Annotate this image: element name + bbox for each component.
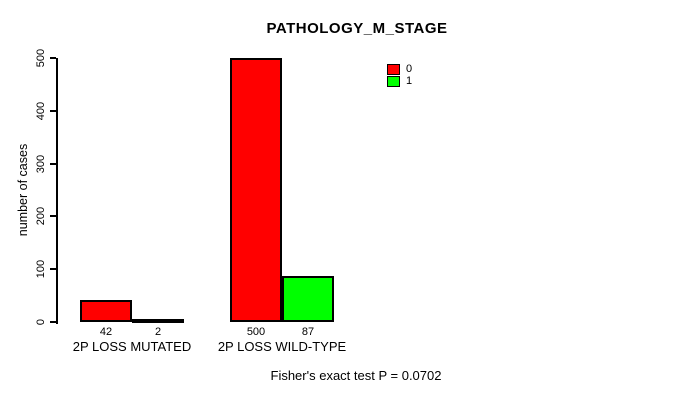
legend-label: 1: [406, 75, 413, 87]
y-tick-mark: [50, 109, 56, 112]
bar-value-label: 87: [301, 326, 315, 338]
y-tick-mark: [50, 162, 56, 165]
y-tick-mark: [50, 57, 56, 59]
category-label: 2P LOSS MUTATED: [72, 339, 192, 354]
bar-value-label: 2: [154, 326, 162, 338]
y-tick-mark: [50, 215, 56, 218]
y-axis-label: number of cases: [16, 143, 30, 237]
bar-2p-loss-wild-type-series-1: [282, 276, 334, 322]
category-label: 2P LOSS WILD-TYPE: [217, 339, 347, 354]
legend-entry-0: 0: [387, 64, 412, 75]
bar-value-label: 500: [246, 326, 266, 338]
y-tick-label: 500: [35, 48, 47, 68]
bar-2p-loss-mutated-series-1: [132, 319, 184, 323]
bar-2p-loss-wild-type-series-0: [230, 58, 282, 322]
legend-swatch-icon: [387, 76, 400, 87]
y-tick-label: 200: [35, 207, 47, 226]
y-tick-label: 100: [35, 260, 47, 279]
bar-2p-loss-mutated-series-0: [80, 299, 132, 322]
chart-title: PATHOLOGY_M_STAGE: [266, 20, 448, 37]
legend-entry-1: 1: [387, 76, 412, 87]
y-tick-mark: [50, 268, 56, 271]
legend-label: 0: [406, 63, 413, 75]
y-tick-mark: [50, 321, 56, 323]
y-tick-label: 300: [35, 154, 47, 173]
legend-swatch-icon: [387, 64, 400, 75]
y-axis-line: [56, 58, 58, 324]
fisher-test-annotation: Fisher's exact test P = 0.0702: [270, 368, 442, 383]
y-tick-label: 400: [35, 101, 47, 120]
bar-value-label: 42: [99, 326, 113, 338]
